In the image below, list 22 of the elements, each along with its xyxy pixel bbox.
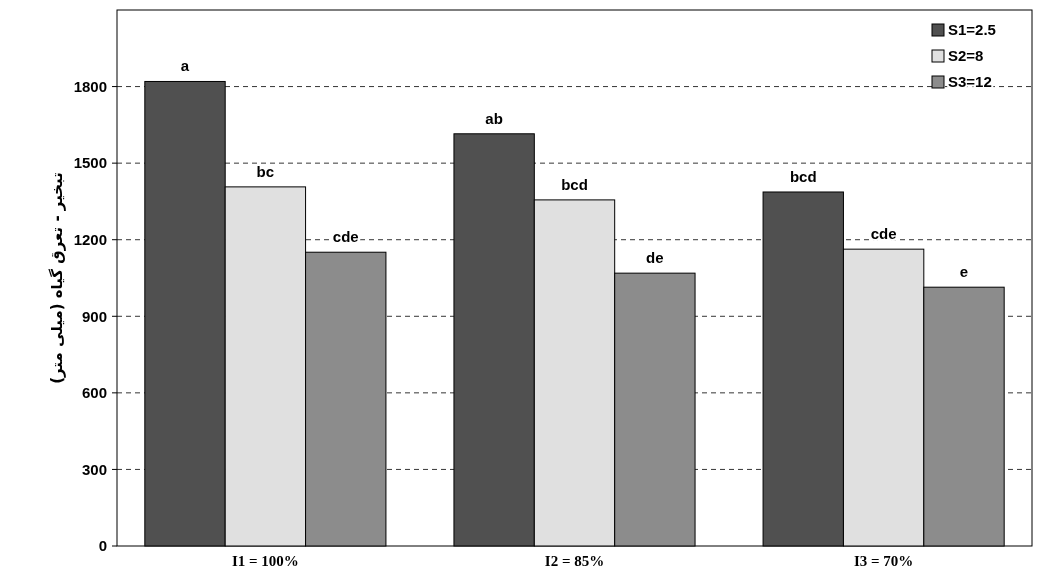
data-label: cde	[870, 225, 897, 243]
data-label: bc	[256, 162, 275, 180]
y-tick-label: 300	[81, 460, 107, 478]
y-tick-label: 1200	[73, 230, 107, 248]
y-tick-label: 900	[81, 307, 107, 325]
y-axis-title: تبخیر - تعرق گیاه (میلی متر)	[48, 172, 66, 384]
data-label: a	[180, 57, 190, 75]
data-label: ab	[485, 109, 503, 127]
y-tick-label: 1800	[73, 77, 107, 95]
legend-label: S3=12	[948, 73, 992, 91]
legend-label: S1=2.5	[948, 21, 996, 39]
y-tick-label: 0	[98, 537, 107, 555]
data-label: bcd	[789, 167, 817, 185]
legend-label: S2=8	[948, 47, 984, 65]
x-tick-label: I1 = 100%	[231, 553, 299, 569]
data-label: de	[646, 249, 664, 267]
y-tick-label: 600	[81, 384, 107, 402]
y-tick-label: 1500	[73, 154, 107, 172]
x-tick-label: I3 = 70%	[853, 553, 914, 569]
x-tick-label: I2 = 85%	[544, 553, 605, 569]
data-label: e	[959, 263, 969, 281]
data-label: bcd	[561, 175, 588, 193]
